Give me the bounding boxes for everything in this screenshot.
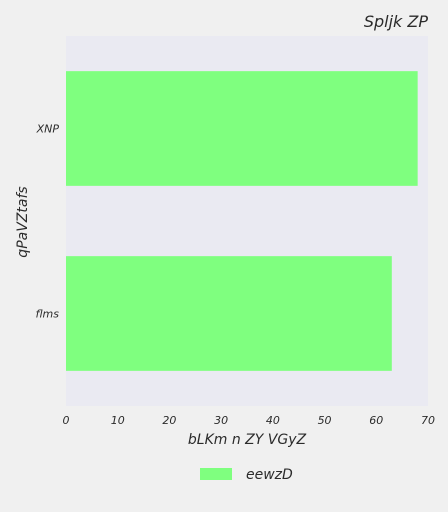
legend-label: eewzD — [246, 467, 293, 483]
bar-flms — [66, 256, 392, 371]
legend-swatch — [200, 468, 232, 480]
x-tick-label: 30 — [214, 414, 228, 427]
y-tick-label: XNP — [36, 123, 60, 136]
y-tick-labels: XNP flms — [35, 123, 59, 321]
legend: eewzD — [200, 467, 293, 483]
x-tick-label: 70 — [421, 414, 435, 427]
y-tick-label: flms — [35, 308, 59, 321]
x-tick-label: 40 — [266, 414, 280, 427]
bars-layer — [66, 71, 418, 371]
x-tick-label: 60 — [369, 414, 383, 427]
x-axis-title: bLKm n ZY VGyZ — [188, 432, 307, 448]
x-tick-label: 0 — [63, 414, 70, 427]
bar-XNP — [66, 71, 418, 186]
x-tick-label: 20 — [162, 414, 176, 427]
x-tick-label: 50 — [318, 414, 332, 427]
x-tick-label: 10 — [111, 414, 125, 427]
x-tick-labels: 0 10 20 30 40 50 60 70 — [63, 414, 436, 427]
chart-title: Spljk ZP — [364, 12, 429, 31]
y-axis-title: qPaVZtafs — [15, 186, 31, 257]
